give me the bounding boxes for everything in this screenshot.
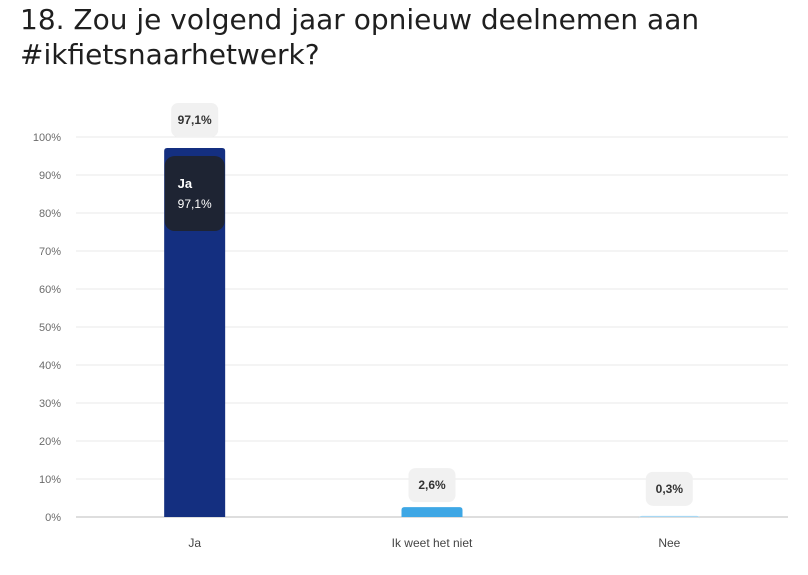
bar-ik-weet-het-niet[interactable] — [401, 507, 463, 517]
bars — [164, 148, 700, 519]
value-labels: 97,1% 2,6% 0,3% — [171, 103, 693, 506]
chart-title: 18. Zou je volgend jaar opnieuw deelneme… — [20, 3, 700, 71]
x-tick-label: Ja — [188, 536, 201, 550]
y-tick-label: 20% — [39, 436, 61, 448]
value-label: 97,1% — [178, 113, 212, 127]
y-tick-label: 0% — [45, 512, 61, 524]
y-axis: 0% 10% 20% 30% 40% 50% 60% 70% 80% 90% 100% — [33, 132, 61, 524]
tooltip-category: Ja — [178, 176, 193, 191]
tooltip-value: 97,1% — [178, 197, 212, 211]
y-tick-label: 50% — [39, 322, 61, 334]
bar-ja[interactable] — [164, 148, 226, 517]
value-label-bg — [408, 468, 456, 503]
y-tick-label: 10% — [39, 474, 61, 486]
y-tick-label: 60% — [39, 284, 61, 296]
value-label-bg — [171, 103, 219, 137]
value-label: 2,6% — [418, 478, 446, 492]
value-label-bg — [645, 471, 693, 506]
y-tick-label: 30% — [39, 398, 61, 410]
value-label: 0,3% — [656, 482, 684, 496]
y-tick-label: 90% — [39, 170, 61, 182]
x-axis: Ja Ik weet het niet Nee — [188, 536, 680, 550]
y-tick-label: 40% — [39, 360, 61, 372]
y-tick-label: 70% — [39, 246, 61, 258]
x-tick-label: Nee — [658, 536, 680, 550]
tooltip: Ja 97,1% — [164, 156, 225, 231]
y-tick-label: 100% — [33, 132, 61, 144]
bar-nee[interactable] — [638, 515, 700, 519]
y-tick-label: 80% — [39, 208, 61, 220]
tooltip-box — [164, 156, 225, 231]
x-tick-label: Ik weet het niet — [392, 536, 473, 550]
